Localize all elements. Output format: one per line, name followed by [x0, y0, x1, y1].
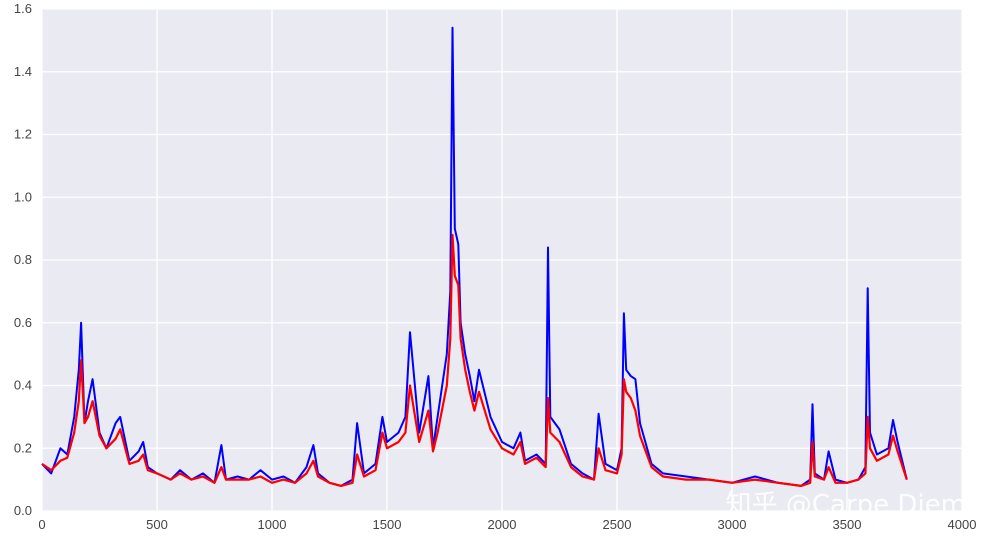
series-group [41, 26, 908, 487]
y-tick-labels: 0.0 0.2 0.4 0.6 0.8 1.0 1.2 1.4 1.6 [14, 1, 32, 518]
y-tick-label: 0.6 [14, 315, 32, 330]
watermark: 知乎 @Carpe Diem [726, 490, 966, 520]
y-tick-label: 0.0 [14, 503, 32, 518]
x-tick-label: 1500 [373, 517, 402, 532]
x-tick-label: 500 [146, 517, 168, 532]
y-tick-label: 0.2 [14, 440, 32, 455]
x-tick-label: 4000 [948, 517, 977, 532]
series-line-2 [41, 233, 908, 487]
y-tick-label: 0.8 [14, 252, 32, 267]
x-tick-label: 1000 [258, 517, 287, 532]
x-tick-label: 0 [38, 517, 45, 532]
x-tick-label: 3000 [718, 517, 747, 532]
y-tick-label: 1.2 [14, 127, 32, 142]
y-tick-label: 1.6 [14, 1, 32, 16]
y-tick-label: 0.4 [14, 378, 32, 393]
x-tick-label: 2500 [603, 517, 632, 532]
y-tick-label: 1.4 [14, 64, 32, 79]
series-line-1 [41, 26, 908, 487]
y-tick-label: 1.0 [14, 189, 32, 204]
x-tick-label: 3500 [833, 517, 862, 532]
x-tick-labels: 0 500 1000 1500 2000 2500 3000 3500 4000 [38, 517, 976, 532]
x-tick-label: 2000 [488, 517, 517, 532]
